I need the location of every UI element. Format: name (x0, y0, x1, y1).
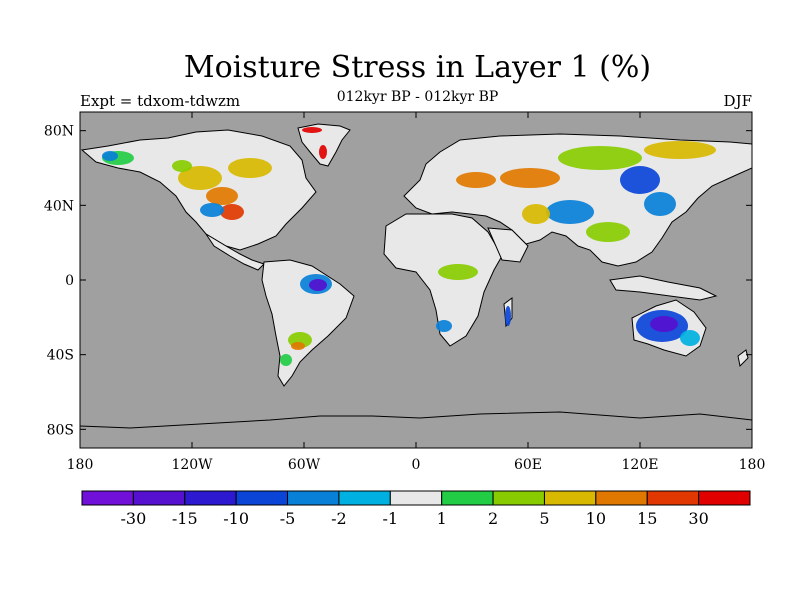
legend-swatch (543, 490, 597, 506)
map-title: Moisture Stress in Layer 1 (%) (183, 50, 652, 85)
legend-swatch (287, 490, 340, 506)
map-axes: 80N 40N 0 40S 80S 180 120W 60W 0 60E 120E 180 (44, 112, 765, 473)
anomaly-patch (200, 203, 224, 217)
legend-label: 30 (688, 509, 708, 528)
anomaly-patch (319, 145, 327, 159)
africa (383, 213, 503, 347)
central-america (205, 233, 265, 271)
season-label: DJF (723, 92, 752, 110)
map-subtitle: 012kyr BP - 012kyr BP (336, 89, 499, 105)
lon-tick-label: 180 (739, 457, 766, 473)
anomaly-patch (546, 200, 594, 224)
legend-swatch (81, 490, 134, 506)
lon-tick-label: 120E (622, 457, 659, 473)
anomaly-patch (291, 342, 305, 350)
legend-label: 10 (586, 509, 606, 528)
legend-swatch (492, 490, 545, 506)
legend-swatch (595, 490, 648, 506)
lat-tick-label: 80N (44, 124, 74, 140)
anomaly-patch (500, 168, 560, 188)
eurasia (403, 133, 752, 267)
anomaly-patch (302, 127, 322, 133)
anomaly-overlay (102, 127, 716, 366)
anomaly-patch (228, 158, 272, 178)
lon-tick-label: 60E (514, 457, 542, 473)
legend-swatch (389, 490, 443, 506)
legend-label: -5 (280, 509, 296, 528)
anomaly-patch (586, 222, 630, 242)
anomaly-patch (456, 172, 496, 188)
lon-tick-label: 120W (171, 457, 213, 473)
legend-label: -15 (172, 509, 198, 528)
legend-label: -2 (331, 509, 347, 528)
greenland (297, 123, 351, 167)
legend-label: 2 (488, 509, 498, 528)
southeast-asia-islands (609, 275, 718, 301)
anomaly-patch (438, 264, 478, 280)
anomaly-patch (650, 316, 678, 332)
new-zealand (737, 349, 749, 368)
legend-label: -1 (383, 509, 399, 528)
arabia (487, 227, 529, 263)
anomaly-patch (644, 192, 676, 216)
antarctica-outline (80, 411, 752, 429)
legend-swatch (132, 490, 186, 506)
lat-tick-label: 40N (44, 198, 74, 214)
lat-tick-label: 0 (65, 273, 74, 289)
anomaly-patch (680, 330, 700, 346)
anomaly-patch (620, 166, 660, 194)
legend-label: 1 (437, 509, 447, 528)
anomaly-patch (102, 151, 118, 161)
anomaly-patch (505, 306, 511, 326)
legend-swatch (646, 490, 700, 506)
lon-tick-label: 60W (288, 457, 321, 473)
legend-swatch (698, 490, 751, 506)
color-legend-bar: -30 -15 -10 -5 -2 -1 1 2 5 10 15 30 (81, 490, 751, 528)
anomaly-patch (309, 279, 327, 291)
lon-tick-label: 0 (412, 457, 421, 473)
legend-swatch (235, 490, 289, 506)
anomaly-patch (178, 166, 222, 190)
legend-label: -10 (223, 509, 249, 528)
lat-tick-label: 40S (47, 348, 74, 364)
legend-swatch (338, 490, 391, 506)
anomaly-patch (558, 146, 642, 170)
legend-swatch (441, 490, 494, 506)
anomaly-patch (522, 204, 550, 224)
anomaly-patch (172, 160, 192, 172)
anomaly-patch (436, 320, 452, 332)
anomaly-patch (280, 354, 292, 366)
anomaly-patch (206, 187, 238, 205)
legend-label: 15 (637, 509, 657, 528)
lon-tick-label: 180 (67, 457, 94, 473)
anomaly-patch (644, 141, 716, 159)
legend-label: -30 (121, 509, 147, 528)
lat-tick-label: 80S (47, 422, 74, 438)
legend-label: 5 (539, 509, 549, 528)
legend-swatch (184, 490, 237, 506)
experiment-label: Expt = tdxom-tdwzm (80, 92, 241, 110)
anomaly-patch (220, 204, 244, 220)
